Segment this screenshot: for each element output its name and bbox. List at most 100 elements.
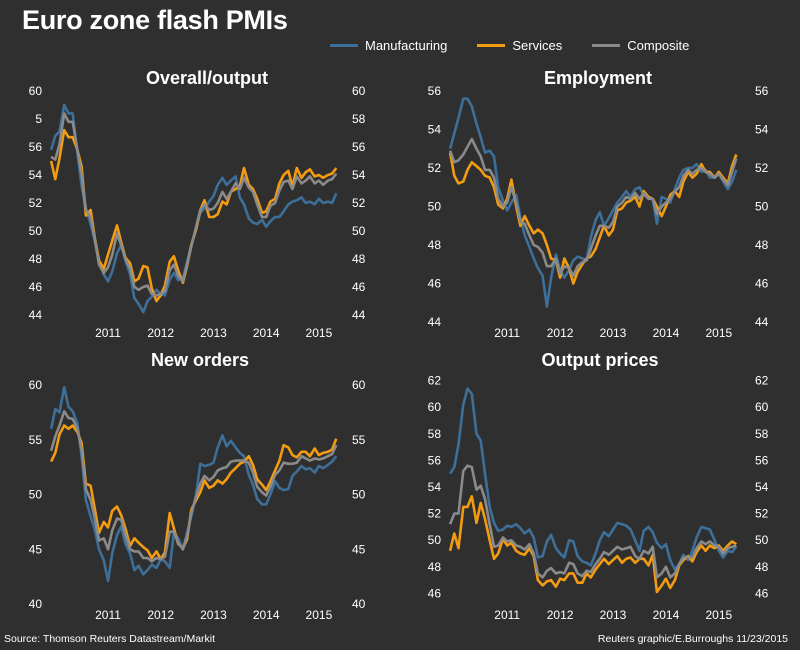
series-line-manufacturing: [49, 385, 338, 583]
panel-1: Employment 56 56 54 54 52 52 50 50 48 48 46 46 44 44 20…: [428, 68, 769, 340]
series-line-services: [448, 152, 738, 285]
x-tick: 2014: [653, 326, 680, 340]
series-line-services: [49, 128, 338, 303]
y-tick-right: 50: [352, 224, 366, 238]
x-tick: 2013: [600, 326, 627, 340]
panel-title: Overall/output: [146, 68, 268, 88]
y-tick-left: 48: [428, 238, 442, 252]
y-tick-left: 46: [29, 280, 43, 294]
series-line-composite: [448, 137, 738, 278]
y-tick-left: 44: [428, 315, 442, 329]
legend-swatch-composite: [592, 44, 621, 47]
series-line-composite: [448, 464, 737, 579]
x-tick: 2015: [306, 326, 333, 340]
y-tick-right: 60: [352, 378, 366, 392]
x-tick: 2012: [547, 326, 574, 340]
series-line-manufacturing: [49, 103, 338, 314]
legend-item-composite: Composite: [592, 38, 689, 53]
x-tick: 2012: [547, 608, 574, 622]
x-tick: 2011: [95, 326, 121, 340]
y-tick-left: 50: [29, 224, 43, 238]
series-line-manufacturing: [448, 97, 738, 308]
y-tick-left: 54: [29, 168, 43, 182]
series-line-composite: [50, 112, 338, 297]
y-tick-left: 52: [428, 161, 442, 175]
y-tick-right: 48: [755, 238, 769, 252]
y-tick-left: 46: [428, 586, 442, 600]
x-tick: 2014: [253, 608, 280, 622]
y-tick-right: 52: [755, 507, 769, 521]
y-tick-right: 44: [352, 308, 366, 322]
y-tick-left: 40: [29, 597, 43, 611]
y-tick-right: 56: [755, 453, 769, 467]
y-tick-right: 54: [352, 168, 366, 182]
source-note: Source: Thomson Reuters Datastream/Marki…: [4, 633, 216, 645]
y-tick-right: 40: [352, 597, 366, 611]
y-tick-left: 50: [29, 488, 43, 502]
y-tick-right: 48: [755, 560, 769, 574]
x-tick: 2014: [253, 326, 280, 340]
x-tick: 2013: [200, 326, 227, 340]
y-tick-left: 48: [29, 252, 43, 266]
x-tick: 2014: [653, 608, 680, 622]
y-tick-left: 54: [428, 480, 442, 494]
x-tick: 2012: [147, 608, 174, 622]
y-tick-right: 55: [352, 433, 366, 447]
legend-item-services: Services: [477, 38, 562, 53]
y-tick-right: 48: [352, 252, 366, 266]
y-tick-left: 50: [428, 533, 442, 547]
panel-3: Output prices 62 62 60 60 58 58 56 56 54 54 52 52 50 5…: [428, 350, 769, 622]
x-tick: 2015: [705, 326, 732, 340]
y-tick-right: 44: [755, 315, 769, 329]
panel-title: Employment: [544, 68, 652, 88]
panel-2: New orders 60 60 55 55 50 50 45 45 40 40 2011 2012 20…: [29, 350, 366, 622]
y-tick-right: 46: [755, 277, 769, 291]
y-tick-right: 56: [755, 84, 769, 98]
panel-title: Output prices: [541, 350, 658, 370]
y-tick-right: 45: [352, 542, 366, 556]
y-tick-left: 45: [29, 542, 43, 556]
y-tick-left: 52: [29, 196, 43, 210]
panel-title: New orders: [151, 350, 249, 370]
y-tick-right: 50: [755, 533, 769, 547]
y-tick-right: 54: [755, 480, 769, 494]
y-tick-right: 52: [352, 196, 366, 210]
y-tick-right: 50: [755, 200, 769, 214]
legend-label-manufacturing: Manufacturing: [365, 38, 448, 53]
y-tick-left: 55: [29, 433, 43, 447]
credit-note: Reuters graphic/E.Burroughs 11/23/2015: [597, 633, 788, 645]
legend-label-composite: Composite: [627, 38, 690, 53]
y-tick-left: 58: [428, 427, 442, 441]
legend: Manufacturing Services Composite: [330, 38, 719, 53]
y-tick-left: 56: [428, 84, 442, 98]
legend-swatch-manufacturing: [330, 44, 358, 47]
panel-0: Overall/output 60 60 5 58 56 56 54 54 52 52 50 50 48 4…: [29, 68, 366, 340]
y-tick-left: 60: [29, 378, 43, 392]
x-tick: 2015: [306, 608, 333, 622]
legend-swatch-services: [477, 44, 506, 47]
x-tick: 2011: [494, 326, 520, 340]
y-tick-left: 62: [428, 374, 442, 388]
y-tick-right: 62: [755, 374, 769, 388]
y-tick-right: 46: [352, 280, 366, 294]
y-tick-right: 60: [755, 400, 769, 414]
y-tick-left: 54: [428, 123, 442, 137]
series-line-composite: [49, 410, 338, 563]
series-line-services: [49, 424, 338, 561]
x-tick: 2011: [95, 608, 121, 622]
x-tick: 2012: [147, 326, 174, 340]
x-tick: 2015: [705, 608, 732, 622]
y-tick-left: 56: [29, 140, 43, 154]
y-tick-left: 50: [428, 200, 442, 214]
y-tick-left: 46: [428, 277, 442, 291]
y-tick-left: 60: [428, 400, 442, 414]
x-tick: 2011: [494, 608, 520, 622]
y-tick-right: 54: [755, 123, 769, 137]
y-tick-right: 50: [352, 488, 366, 502]
y-tick-left: 44: [29, 308, 43, 322]
x-tick: 2013: [600, 608, 627, 622]
y-tick-right: 58: [352, 112, 366, 126]
y-tick-left: 48: [428, 560, 442, 574]
y-tick-left: 56: [428, 453, 442, 467]
y-tick-right: 60: [352, 84, 366, 98]
